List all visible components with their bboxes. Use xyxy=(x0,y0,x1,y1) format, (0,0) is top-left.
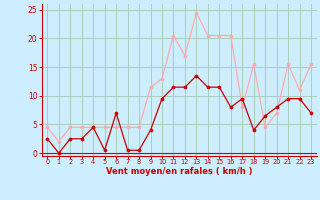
X-axis label: Vent moyen/en rafales ( km/h ): Vent moyen/en rafales ( km/h ) xyxy=(106,167,252,176)
